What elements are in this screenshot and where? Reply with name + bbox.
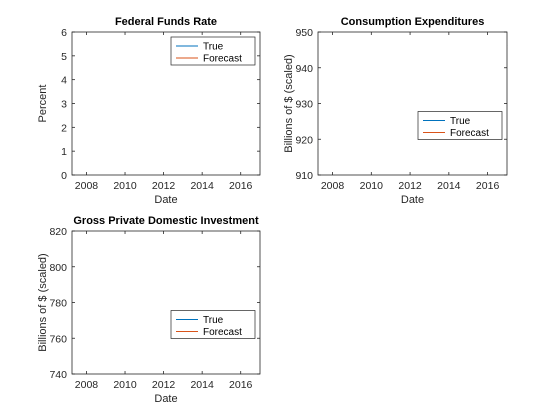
x-tick-label: 2010	[360, 180, 384, 192]
x-tick-label: 2008	[75, 379, 99, 391]
y-tick-label: 780	[49, 298, 67, 310]
y-tick-label: 4	[61, 75, 67, 87]
y-axis-label: Billions of $ (scaled)	[37, 253, 49, 351]
y-tick-label: 920	[295, 134, 313, 146]
y-tick-label: 940	[295, 63, 313, 75]
legend-entry-true: True	[203, 42, 224, 53]
legend-entry-forecast: Forecast	[203, 54, 242, 65]
y-tick-label: 910	[295, 170, 313, 182]
chart-title: Consumption Expenditures	[341, 16, 485, 28]
y-tick-label: 930	[295, 99, 313, 111]
y-tick-label: 820	[49, 226, 67, 238]
y-tick-label: 6	[61, 27, 67, 39]
x-tick-label: 2010	[113, 379, 137, 391]
x-tick-label: 2014	[437, 180, 461, 192]
subplot-gpdi: 2008 2010 2012 2014 2016 740 760 780 800 820 Gross…	[37, 215, 261, 405]
x-tick-label: 2008	[321, 180, 345, 192]
y-tick-label: 1	[61, 146, 67, 158]
chart-title: Gross Private Domestic Investment	[73, 215, 259, 227]
legend-box	[170, 310, 256, 339]
x-tick-label: 2016	[229, 180, 253, 192]
y-tick-label: 2	[61, 122, 67, 134]
legend-entry-forecast: Forecast	[450, 128, 489, 139]
legend-box	[170, 36, 256, 66]
y-tick-label: 740	[49, 369, 67, 381]
legend-entry-true: True	[203, 315, 224, 326]
subplot-pce: 2008 2010 2012 2014 2016 910 920 930 940 950 Consu…	[283, 16, 508, 206]
legend-box	[417, 111, 503, 140]
y-tick-label: 760	[49, 333, 67, 345]
y-tick-label: 3	[61, 99, 67, 111]
x-tick-label: 2010	[113, 180, 137, 192]
x-tick-label: 2012	[152, 180, 176, 192]
axes-frame	[317, 31, 508, 176]
legend-entry-true: True	[450, 116, 471, 127]
x-tick-label: 2008	[75, 180, 99, 192]
x-axis-label: Date	[154, 393, 177, 405]
x-axis-label: Date	[154, 194, 177, 206]
y-tick-label: 800	[49, 262, 67, 274]
x-axis-label: Date	[401, 194, 424, 206]
chart-title: Federal Funds Rate	[115, 16, 217, 28]
axes-frame	[71, 230, 261, 375]
legend-entry-forecast: Forecast	[203, 327, 242, 338]
y-tick-label: 950	[295, 27, 313, 39]
x-tick-label: 2012	[398, 180, 422, 192]
x-tick-label: 2016	[476, 180, 500, 192]
y-tick-label: 5	[61, 51, 67, 63]
subplot-fedfunds: 2008 2010 2012 2014 2016 0 1 2 3 4 5 6 Federal Funds…	[37, 16, 261, 206]
x-tick-label: 2012	[152, 379, 176, 391]
y-axis-label: Billions of $ (scaled)	[283, 54, 295, 152]
y-tick-label: 0	[61, 170, 67, 182]
x-tick-label: 2014	[190, 379, 214, 391]
x-tick-label: 2016	[229, 379, 253, 391]
x-tick-label: 2014	[190, 180, 214, 192]
y-axis-label: Percent	[37, 85, 49, 123]
